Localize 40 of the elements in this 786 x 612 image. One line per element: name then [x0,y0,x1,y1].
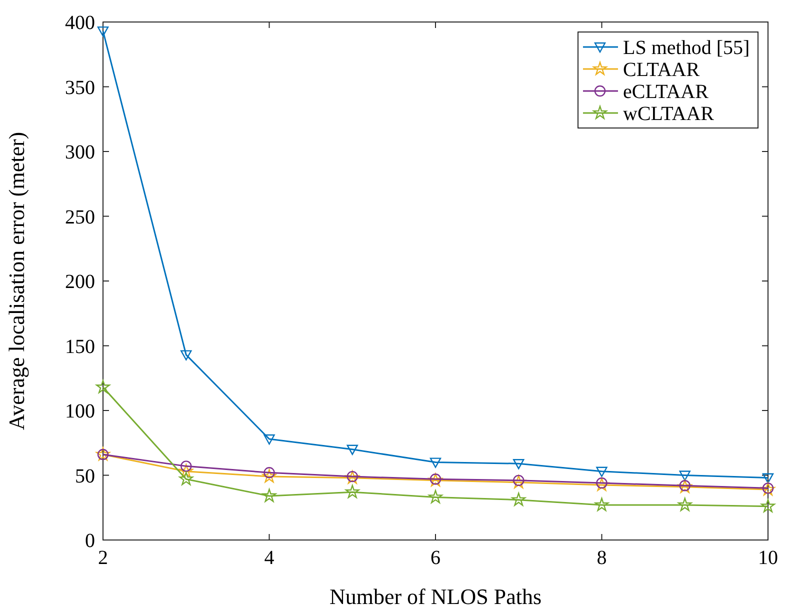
point [761,499,775,512]
point [678,498,692,512]
legend-label: LS method [55] [623,37,750,59]
point [96,380,110,394]
x-tick-label: 10 [758,547,778,569]
point [596,466,608,477]
point [97,26,109,37]
point [262,488,276,502]
point [513,458,524,470]
x-tick-label: 8 [596,547,607,569]
x-axis-title: Number of NLOS Paths [329,584,542,609]
point [346,444,358,455]
y-tick-label: 300 [65,142,95,164]
y-tick-label: 100 [65,400,95,422]
point [180,350,192,360]
point [512,492,526,506]
x-tick-label: 2 [98,547,108,569]
y-axis-title: Average localisation error (meter) [4,132,29,430]
point [594,498,609,512]
y-tick-label: 250 [65,206,95,228]
point [262,469,276,483]
legend-label: CLTAAR [623,59,700,81]
x-tick-label: 4 [264,547,274,569]
y-tick-label: 350 [65,76,95,99]
point [179,472,194,486]
y-tick-label: 50 [75,465,95,488]
y-tick-label: 400 [65,12,95,34]
y-tick-label: 150 [65,336,95,358]
point [428,490,442,504]
point [430,458,442,468]
point [179,464,194,478]
y-tick-label: 200 [65,271,95,293]
point [762,473,774,484]
x-tick-label: 6 [430,547,440,569]
legend-label: wCLTAAR [623,103,715,125]
point [345,484,360,498]
point [679,470,690,481]
point [264,434,275,445]
y-tick-label: 0 [85,530,95,552]
legend-label: eCLTAAR [623,81,710,103]
